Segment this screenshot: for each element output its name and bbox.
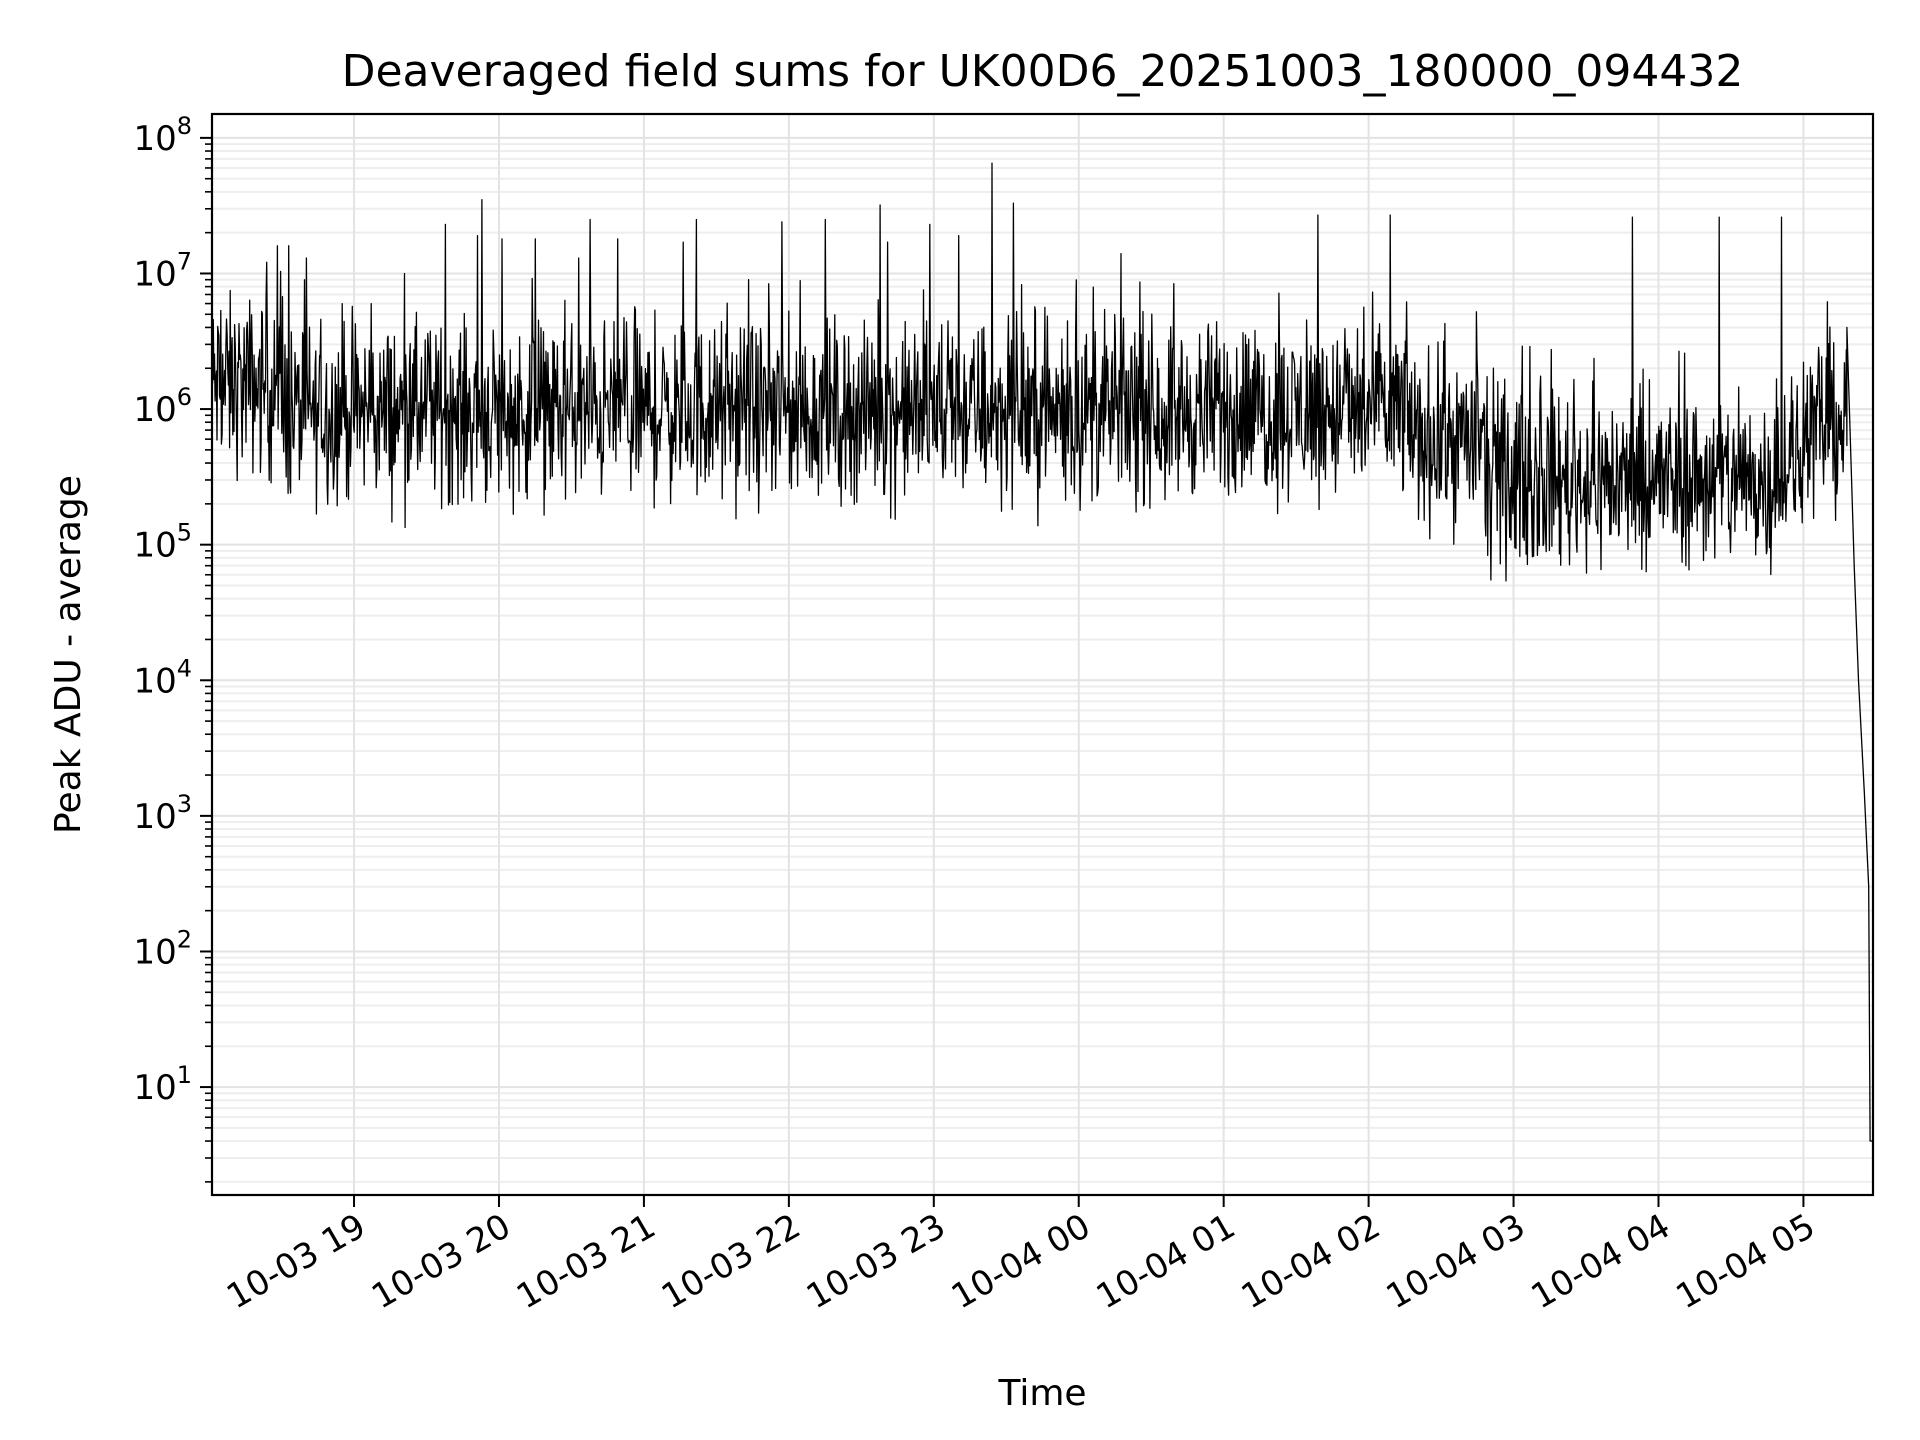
y-tick-label: 107 [133, 247, 192, 294]
grid [212, 114, 1873, 1195]
chart-title: Deaveraged field sums for UK00D6_2025100… [342, 46, 1744, 97]
plot-frame [210, 112, 1875, 1197]
x-axis-label: Time [997, 1373, 1086, 1414]
y-tick-label: 106 [133, 383, 192, 430]
y-tick-label: 103 [133, 790, 192, 837]
y-axis-label: Peak ADU - average [48, 475, 89, 834]
y-tick-label: 108 [133, 112, 192, 159]
y-tick-label: 102 [133, 925, 192, 972]
y-tick-label: 101 [133, 1061, 192, 1108]
y-tick-label: 105 [133, 519, 192, 566]
y-tick-label: 104 [133, 654, 192, 701]
series [211, 162, 1873, 1142]
series-line [211, 162, 1873, 1142]
